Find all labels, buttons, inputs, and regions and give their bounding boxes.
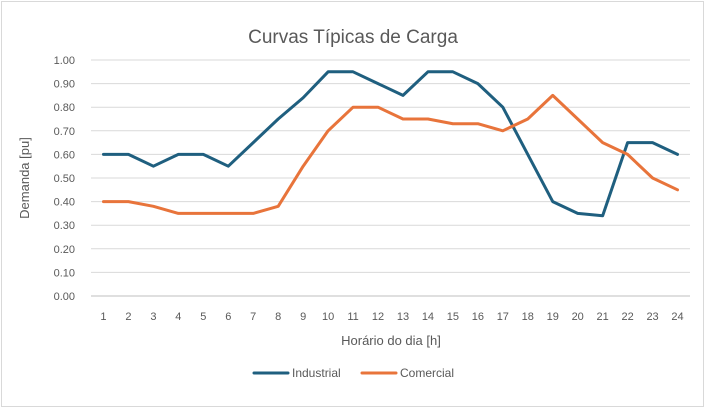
y-tick-label: 0.60 [54,149,75,161]
x-tick-label: 21 [597,311,609,323]
x-tick-label: 1 [100,311,106,323]
x-tick-label: 10 [322,311,334,323]
x-tick-label: 11 [347,311,358,323]
y-tick-label: 0.00 [54,291,75,303]
chart-title: Curvas Típicas de Carga [248,27,458,48]
x-tick-label: 23 [646,311,658,323]
x-tick-label: 24 [671,311,683,323]
x-tick-label: 15 [447,311,459,323]
series-line-industrial [101,70,680,218]
x-axis-ticks: 1 2 3 4 5 6 7 8 9 10 11 12 13 14 15 16 17 18 19 20 21 22 23 24 [100,311,683,323]
x-tick-label: 16 [472,311,484,323]
x-tick-label: 7 [250,311,256,323]
y-tick-label: 0.90 [54,79,75,91]
x-tick-label: 22 [621,311,633,323]
x-tick-label: 18 [522,311,534,323]
y-tick-label: 0.50 [54,173,75,185]
x-tick-label: 6 [225,311,231,323]
x-tick-label: 20 [572,311,584,323]
x-axis-title: Horário do dia [h] [341,333,441,348]
y-tick-label: 0.80 [54,102,75,114]
x-tick-label: 14 [422,311,434,323]
x-tick-label: 17 [497,311,509,323]
x-tick-label: 3 [150,311,156,323]
series-lines [101,70,680,218]
y-axis-title: Demanda [pu] [17,137,32,219]
x-tick-label: 9 [300,311,306,323]
y-tick-label: 0.30 [54,220,75,232]
legend: Industrial Comercial [252,366,454,380]
x-tick-label: 4 [175,311,181,323]
y-axis-ticks: 0.00 0.10 0.20 0.30 0.40 0.50 0.60 0.70 0.80 0.90… [54,55,75,303]
x-tick-label: 5 [200,311,206,323]
grid-lines [91,59,690,297]
y-tick-label: 0.70 [54,126,75,138]
y-tick-label: 0.20 [54,244,75,256]
y-tick-label: 1.00 [54,55,75,67]
x-tick-label: 19 [547,311,559,323]
x-tick-label: 2 [125,311,131,323]
y-tick-label: 0.10 [54,267,75,279]
series-line-comercial [101,93,680,215]
x-tick-label: 12 [372,311,384,323]
x-tick-label: 13 [397,311,409,323]
legend-label-industrial: Industrial [292,366,341,380]
legend-label-comercial: Comercial [400,366,454,380]
x-tick-label: 8 [275,311,281,323]
y-tick-label: 0.40 [54,197,75,209]
